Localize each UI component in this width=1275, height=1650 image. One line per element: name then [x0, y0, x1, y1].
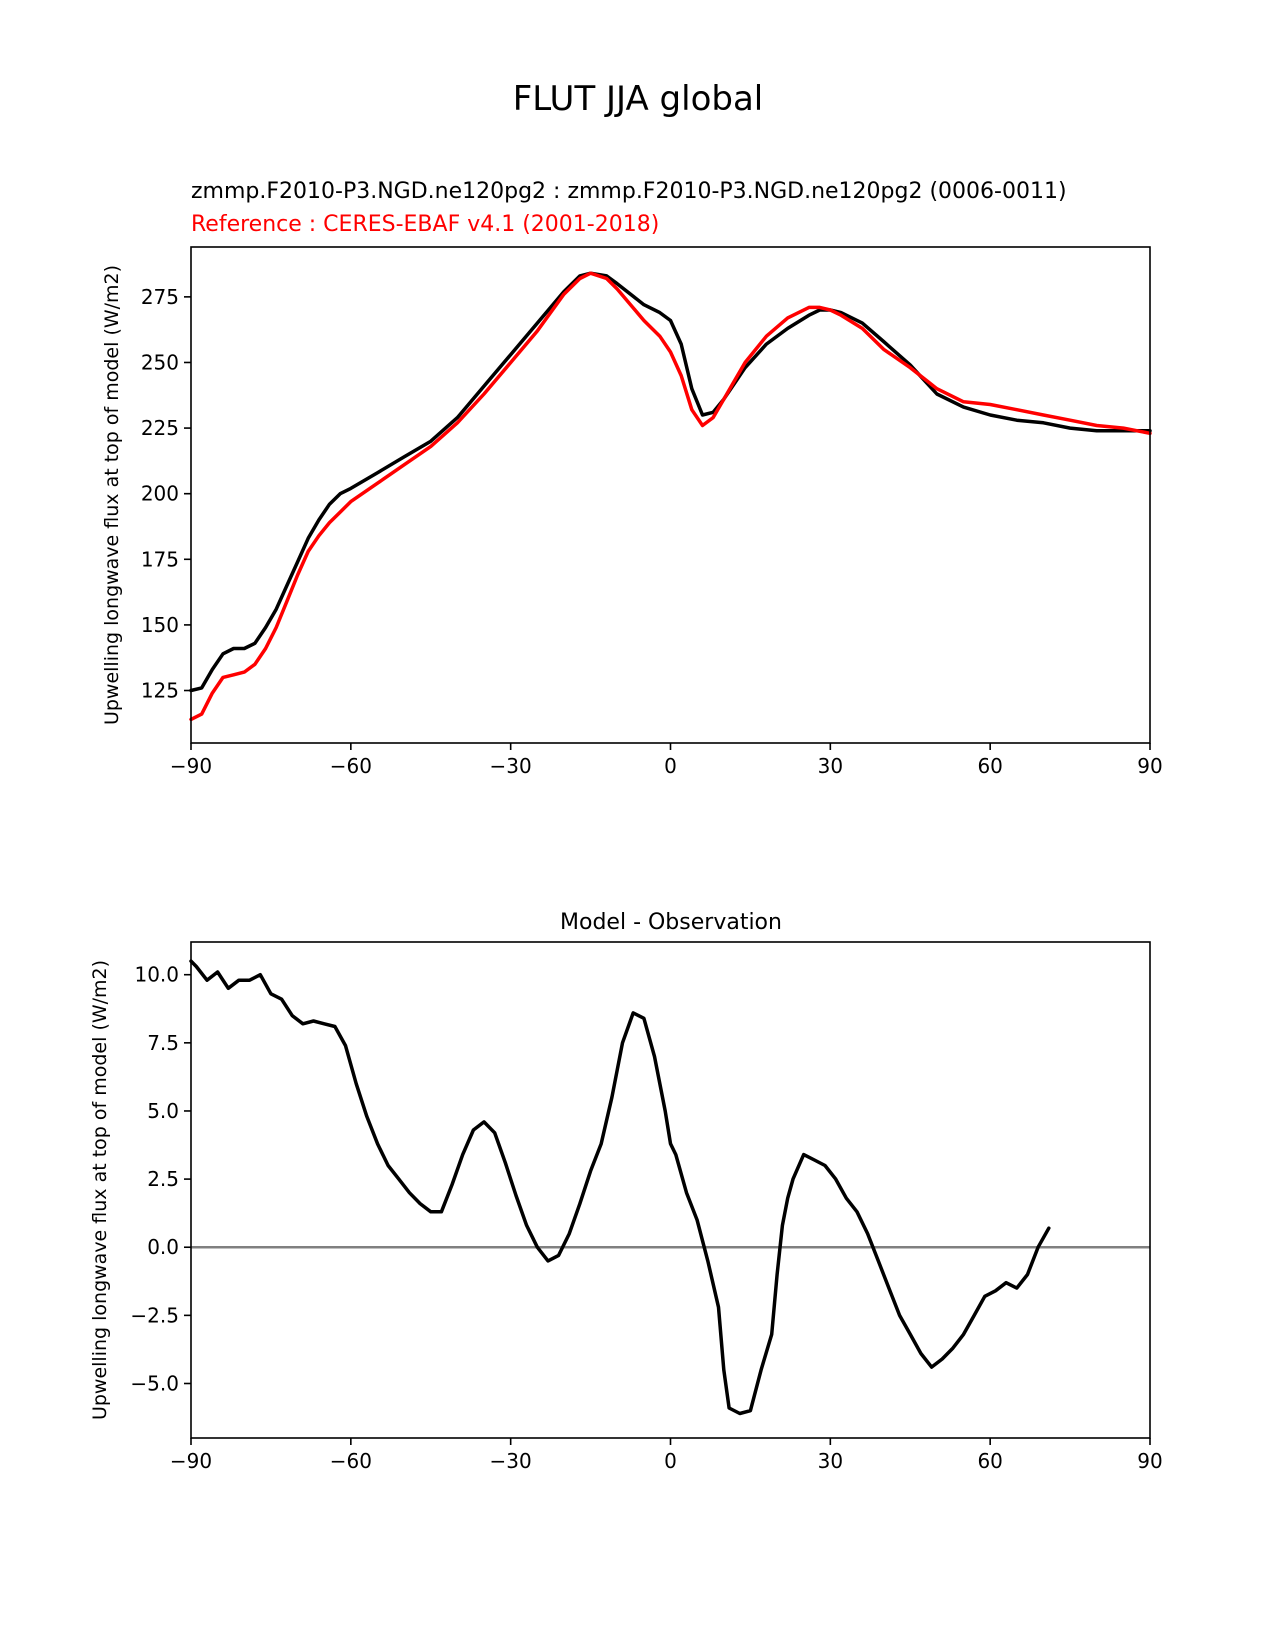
x-tick-label: −30 — [490, 1449, 532, 1473]
figure-title: FLUT JJA global — [513, 79, 763, 119]
x-tick-label: 90 — [1137, 1449, 1162, 1473]
y-axis-label: Upwelling longwave flux at top of model … — [89, 960, 111, 1420]
x-tick-label: 30 — [818, 1449, 843, 1473]
y-tick-label: 125 — [141, 679, 179, 703]
y-tick-label: 0.0 — [147, 1235, 179, 1259]
x-tick-label: −90 — [170, 754, 212, 778]
x-tick-label: 0 — [664, 754, 677, 778]
y-tick-label: 175 — [141, 547, 179, 571]
difference-title: Model - Observation — [560, 910, 782, 935]
y-tick-label: −2.5 — [130, 1303, 179, 1327]
x-tick-label: 60 — [977, 754, 1002, 778]
x-tick-label: 90 — [1137, 754, 1162, 778]
x-tick-label: −60 — [330, 1449, 372, 1473]
reference-label: Reference : CERES-EBAF v4.1 (2001-2018) — [191, 212, 659, 237]
y-tick-label: 275 — [141, 285, 179, 309]
series-line-reference — [189, 271, 1152, 722]
x-tick-label: 0 — [664, 1449, 677, 1473]
y-tick-label: 2.5 — [147, 1167, 179, 1191]
y-tick-label: 200 — [141, 482, 179, 506]
x-tick-label: 60 — [977, 1449, 1002, 1473]
series-line-model — [189, 959, 1051, 1416]
test-case-label: zmmp.F2010-P3.NGD.ne120pg2 : zmmp.F2010-… — [191, 179, 1067, 204]
x-tick-label: −30 — [490, 754, 532, 778]
y-tick-label: 250 — [141, 350, 179, 374]
top-plot-area: −90 −60 −30 0 30 60 90 125 150 175 200 225 250 275 Upw… — [101, 246, 1163, 778]
y-tick-label: 10.0 — [134, 963, 179, 987]
y-tick-label: 150 — [141, 613, 179, 637]
top-panel: zmmp.F2010-P3.NGD.ne120pg2 : zmmp.F2010-… — [101, 179, 1163, 778]
bottom-panel: Model - Observation −90 −60 −30 0 30 60 90 −5.0… — [89, 910, 1163, 1473]
y-tick-label: −5.0 — [130, 1371, 179, 1395]
bottom-plot-area: −90 −60 −30 0 30 60 90 −5.0 −2.5 0.0 2.5 5.0 7.5 10.0… — [89, 941, 1163, 1473]
y-tick-label: 5.0 — [147, 1099, 179, 1123]
y-tick-label: 7.5 — [147, 1031, 179, 1055]
y-axis-label: Upwelling longwave flux at top of model … — [101, 265, 123, 725]
x-tick-label: −90 — [170, 1449, 212, 1473]
y-tick-label: 225 — [141, 416, 179, 440]
x-tick-label: −60 — [330, 754, 372, 778]
x-tick-label: 30 — [818, 754, 843, 778]
series-line-model — [189, 271, 1152, 693]
